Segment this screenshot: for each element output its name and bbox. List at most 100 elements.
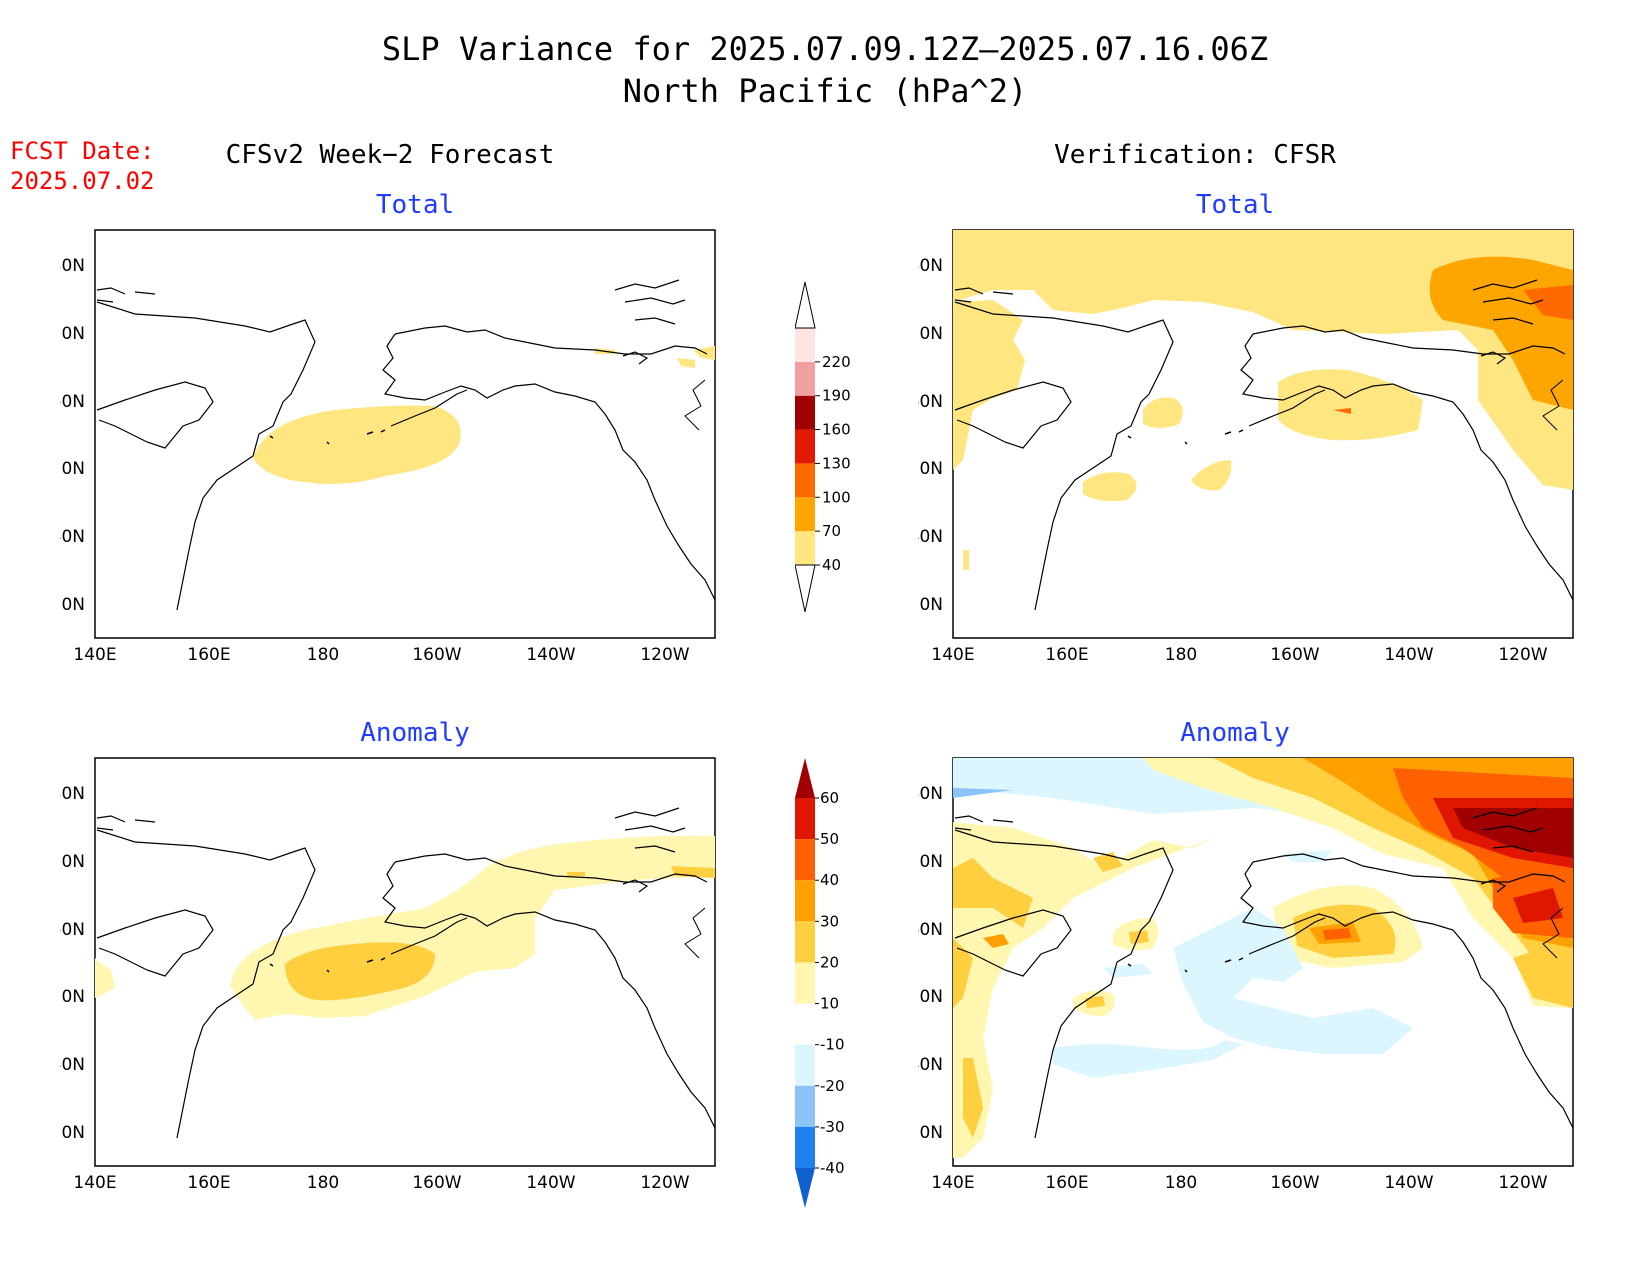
colorbar-anomaly-bottom-arrow (795, 1168, 815, 1208)
lon-label: 160E (1045, 1173, 1088, 1193)
lon-ticks-bottom-right: 140E 160E 180 160W 140W 120W (931, 1173, 1547, 1193)
lat-label: 30N (918, 1123, 943, 1143)
left-column-title: CFSv2 Week−2 Forecast (225, 140, 555, 170)
lat-label: 30N (918, 595, 943, 615)
lat-label: 40N (60, 527, 85, 547)
map-forecast-total: 80N 70N 60N 50N 40N 30N 140E 160E 180 16… (60, 229, 716, 665)
lon-label: 140E (931, 645, 974, 665)
lat-label: 40N (60, 1055, 85, 1075)
colorbar-total-bottom-arrow (795, 564, 816, 612)
colorbar-anomaly-band (795, 880, 815, 922)
lat-label: 60N (918, 392, 943, 412)
lat-label: 70N (60, 852, 85, 872)
fcst-date-label: FCST Date: (10, 137, 155, 165)
colorbar-anomaly-label: -20 (820, 1077, 845, 1095)
panel-label-bottom-right: Anomaly (1180, 718, 1290, 748)
colorbar-anomaly-label: 50 (820, 830, 839, 848)
lon-label: 160W (1270, 645, 1319, 665)
lon-label: 140E (73, 1173, 116, 1193)
lat-label: 80N (60, 256, 85, 276)
colorbar-anomaly-label: 30 (820, 912, 839, 930)
lat-label: 50N (918, 987, 943, 1007)
colorbar-total-band (795, 395, 815, 430)
colorbar-anomaly-band (795, 1126, 815, 1168)
panel-label-bottom-left: Anomaly (360, 718, 470, 748)
colorbar-anomaly-band (795, 1003, 815, 1045)
lon-label: 180 (307, 645, 339, 665)
lat-label: 50N (60, 987, 85, 1007)
map-verification-total: 80N 70N 60N 50N 40N 30N 140E 160E 180 16… (918, 229, 1574, 665)
lat-label: 30N (60, 1123, 85, 1143)
map-forecast-anomaly: 80N 70N 60N 50N 40N 30N 140E 160E 180 16… (60, 757, 716, 1193)
lon-label: 140W (1384, 645, 1433, 665)
colorbar-total-band (795, 328, 815, 362)
colorbar-total-label: 40 (822, 556, 841, 574)
lat-label: 70N (918, 852, 943, 872)
lon-label: 160E (187, 645, 230, 665)
lon-label: 140W (526, 1173, 575, 1193)
colorbar-anomaly-band (795, 962, 815, 1004)
lon-ticks-top-right: 140E 160E 180 160W 140W 120W (931, 645, 1547, 665)
lat-label: 70N (918, 324, 943, 344)
lat-label: 60N (60, 920, 85, 940)
colorbar-total-band (795, 463, 815, 498)
colorbar-total-label: 220 (822, 353, 851, 371)
colorbar-anomaly-band (795, 1044, 815, 1086)
colorbar-total-label: 70 (822, 522, 841, 540)
colorbar-total-top-arrow (795, 282, 816, 329)
lon-label: 180 (1165, 1173, 1197, 1193)
colorbar-anomaly: 60 50 40 30 20 10 -10 -20 -30 -40 (795, 758, 845, 1208)
map-verification-anomaly: 80N 70N 60N 50N 40N 30N 140E 160E 180 16… (918, 757, 1574, 1193)
colorbar-total-band (795, 361, 815, 396)
lat-ticks-bottom-left: 80N 70N 60N 50N 40N 30N (60, 784, 85, 1143)
colorbar-total: 40 70 100 130 160 190 220 (795, 282, 851, 612)
colorbar-total-label: 130 (822, 454, 851, 472)
lat-label: 30N (60, 595, 85, 615)
lat-ticks-bottom-right: 80N 70N 60N 50N 40N 30N (918, 784, 943, 1143)
lon-label: 160W (412, 645, 461, 665)
chart-title-line1: SLP Variance for 2025.07.09.12Z—2025.07.… (381, 30, 1269, 68)
lat-label: 50N (60, 459, 85, 479)
lon-ticks-top-left: 140E 160E 180 160W 140W 120W (73, 645, 689, 665)
lon-label: 120W (1498, 1173, 1547, 1193)
lon-label: 160E (1045, 645, 1088, 665)
lat-label: 60N (918, 920, 943, 940)
lat-label: 80N (60, 784, 85, 804)
colorbar-total-band (795, 497, 815, 532)
lon-label: 120W (640, 645, 689, 665)
lat-label: 40N (918, 1055, 943, 1075)
lat-ticks-top-right: 80N 70N 60N 50N 40N 30N (918, 256, 943, 615)
colorbar-anomaly-band (795, 839, 815, 881)
colorbar-anomaly-label: 40 (820, 871, 839, 889)
colorbar-total-label: 160 (822, 421, 851, 439)
lat-label: 40N (918, 527, 943, 547)
lon-label: 140W (1384, 1173, 1433, 1193)
colorbar-anomaly-top-arrow (795, 758, 815, 798)
lon-ticks-bottom-left: 140E 160E 180 160W 140W 120W (73, 1173, 689, 1193)
colorbar-anomaly-label: -40 (820, 1159, 845, 1177)
chart-title-line2: North Pacific (hPa^2) (622, 72, 1028, 110)
panel-label-top-right: Total (1195, 190, 1275, 220)
lon-label: 160W (1270, 1173, 1319, 1193)
colorbar-anomaly-band (795, 921, 815, 963)
lon-label: 140E (931, 1173, 974, 1193)
colorbar-anomaly-label: 60 (820, 789, 839, 807)
lat-label: 60N (60, 392, 85, 412)
colorbar-total-label: 190 (822, 387, 851, 405)
lon-label: 120W (1498, 645, 1547, 665)
colorbar-total-label: 100 (822, 488, 851, 506)
lat-ticks-top-left: 80N 70N 60N 50N 40N 30N (60, 256, 85, 615)
lat-label: 50N (918, 459, 943, 479)
lon-label: 180 (307, 1173, 339, 1193)
lat-label: 70N (60, 324, 85, 344)
colorbar-anomaly-band (795, 798, 815, 840)
colorbar-anomaly-label: -10 (820, 1036, 845, 1054)
lon-label: 140E (73, 645, 116, 665)
colorbar-total-band (795, 531, 815, 565)
lat-label: 80N (918, 784, 943, 804)
lon-label: 160E (187, 1173, 230, 1193)
colorbar-anomaly-label: 10 (820, 995, 839, 1013)
colorbar-total-band (795, 429, 815, 464)
lon-label: 160W (412, 1173, 461, 1193)
lon-label: 180 (1165, 645, 1197, 665)
